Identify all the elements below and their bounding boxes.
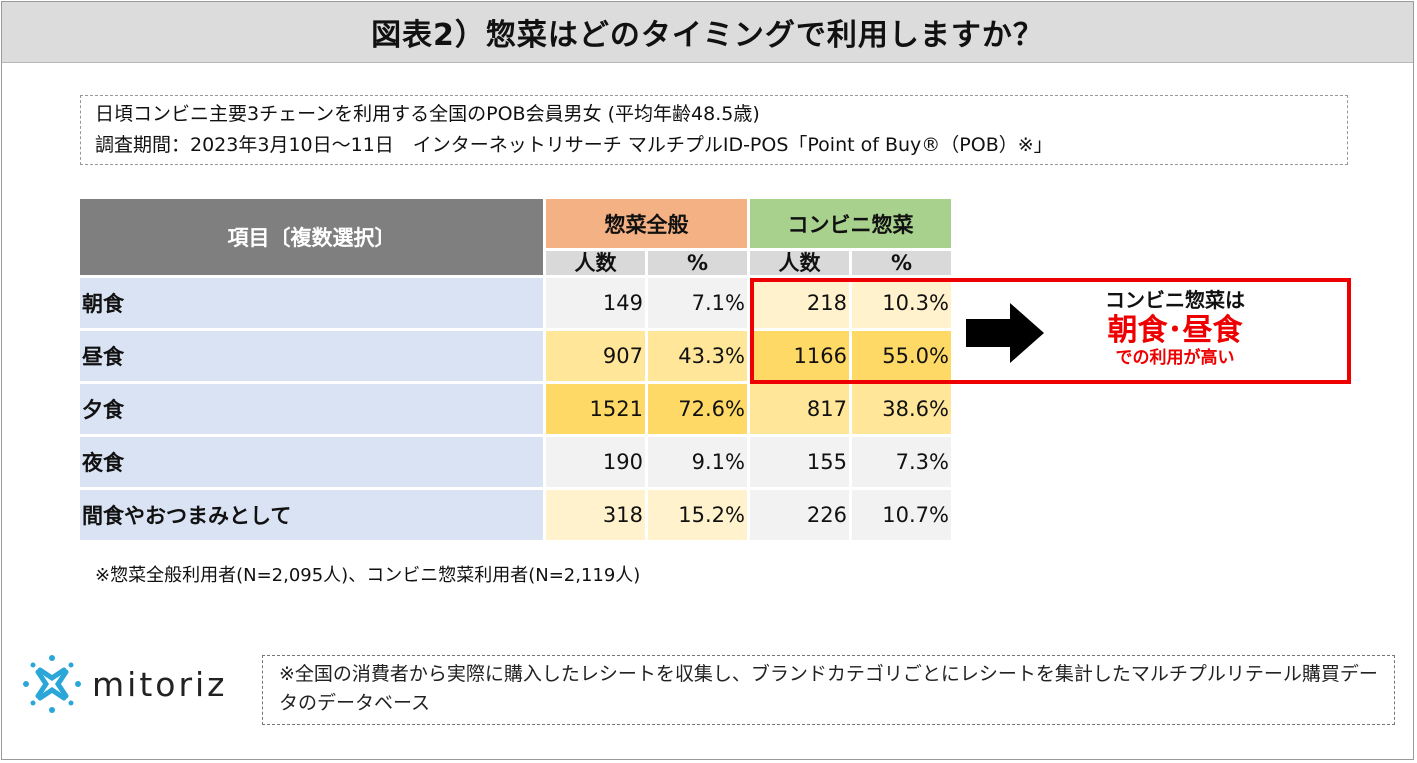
cell-conv-count: 817 [750, 384, 849, 434]
logo-text: mitoriz [92, 664, 228, 704]
cell-souzai-pct: 7.1% [648, 278, 747, 328]
subheader-conv-pct: % [852, 251, 951, 275]
cell-souzai-pct: 9.1% [648, 437, 747, 487]
cell-souzai-count: 1521 [546, 384, 645, 434]
company-logo: mitoriz [20, 652, 228, 716]
callout-line-3: での利用が高い [1115, 348, 1235, 368]
cell-souzai-pct: 72.6% [648, 384, 747, 434]
header-convenience: コンビニ惣菜 [750, 199, 951, 248]
cell-souzai-pct: 15.2% [648, 490, 747, 540]
cell-conv-pct: 10.7% [852, 490, 951, 540]
survey-line-2: 調査期間：2023年3月10日～11日 インターネットリサーチ マルチプルID-… [95, 134, 1053, 156]
table-row: 昼食 907 43.3% 1166 55.0% [80, 331, 951, 381]
cell-souzai-count: 907 [546, 331, 645, 381]
sparkle-logo-icon [23, 655, 81, 713]
survey-info-box: 日頃コンビニ主要3チェーンを利用する全国のPOB会員男女 (平均年齢48.5歳)… [80, 95, 1348, 165]
cell-conv-count: 218 [750, 278, 849, 328]
callout-line-1: コンビニ惣菜は [1105, 288, 1245, 312]
callout-line-2: 朝食･昼食 [1107, 313, 1243, 348]
header-souzai: 惣菜全般 [546, 199, 747, 248]
row-label: 朝食 [80, 278, 543, 328]
table-row: 朝食 149 7.1% 218 10.3% [80, 278, 951, 328]
right-arrow-icon [966, 303, 1044, 363]
subheader-souzai-count: 人数 [546, 251, 645, 275]
row-label: 間食やおつまみとして [80, 490, 543, 540]
subheader-souzai-pct: % [648, 251, 747, 275]
cell-conv-pct: 7.3% [852, 437, 951, 487]
cell-conv-pct: 55.0% [852, 331, 951, 381]
callout-text: コンビニ惣菜は 朝食･昼食 での利用が高い [1050, 287, 1300, 367]
cell-souzai-count: 318 [546, 490, 645, 540]
cell-souzai-count: 149 [546, 278, 645, 328]
page-title: 図表2）惣菜はどのタイミングで利用しますか？ [2, 2, 1413, 63]
data-table: 項目〔複数選択〕 惣菜全般 コンビニ惣菜 人数 % 人数 % 朝食 149 7.1%… [77, 196, 954, 543]
table-row: 夜食 190 9.1% 155 7.3% [80, 437, 951, 487]
row-label: 昼食 [80, 331, 543, 381]
cell-souzai-count: 190 [546, 437, 645, 487]
cell-conv-count: 1166 [750, 331, 849, 381]
cell-souzai-pct: 43.3% [648, 331, 747, 381]
table-row: 間食やおつまみとして 318 15.2% 226 10.7% [80, 490, 951, 540]
row-label: 夕食 [80, 384, 543, 434]
cell-conv-count: 226 [750, 490, 849, 540]
footer-note: ※全国の消費者から実際に購入したレシートを収集し、ブランドカテゴリごとにレシート… [262, 655, 1395, 725]
row-label: 夜食 [80, 437, 543, 487]
survey-line-1: 日頃コンビニ主要3チェーンを利用する全国のPOB会員男女 (平均年齢48.5歳) [95, 103, 760, 125]
cell-conv-pct: 38.6% [852, 384, 951, 434]
callout-box [750, 278, 1351, 384]
header-item: 項目〔複数選択〕 [80, 199, 543, 275]
subheader-conv-count: 人数 [750, 251, 849, 275]
sample-size-note: ※惣菜全般利用者(N=2,095人)、コンビニ惣菜利用者(N=2,119人) [95, 565, 641, 586]
table-row: 夕食 1521 72.6% 817 38.6% [80, 384, 951, 434]
cell-conv-count: 155 [750, 437, 849, 487]
cell-conv-pct: 10.3% [852, 278, 951, 328]
